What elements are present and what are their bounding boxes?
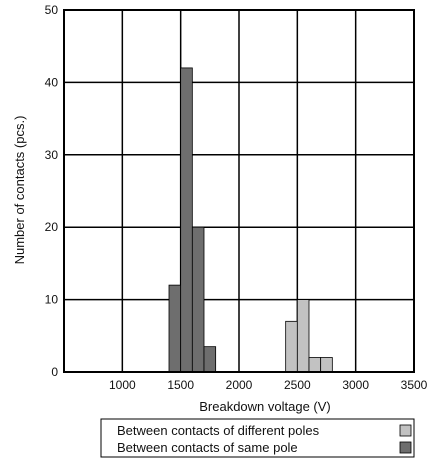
bar-series1-1550 <box>180 67 193 373</box>
legend-label-same-pole: Between contacts of same pole <box>117 440 298 455</box>
legend-box <box>100 418 415 458</box>
legend-swatch-same-pole <box>399 441 412 454</box>
y-tick-label-50: 50 <box>45 3 59 17</box>
x-tick-label-2000: 2000 <box>226 378 253 392</box>
x-tick-label-1000: 1000 <box>109 378 136 392</box>
y-tick-label-40: 40 <box>45 75 59 89</box>
y-axis-ticks: 0 10 20 30 40 50 <box>45 3 59 379</box>
bar-series1-1650 <box>191 226 205 373</box>
histogram-bars <box>168 67 333 373</box>
x-tick-label-1500: 1500 <box>167 378 194 392</box>
bar-series1-1750 <box>203 346 217 373</box>
x-tick-label-2500: 2500 <box>284 378 311 392</box>
x-axis-label: Breakdown voltage (V) <box>199 399 331 414</box>
y-tick-label-30: 30 <box>45 148 59 162</box>
bar-series0-2550 <box>296 299 310 373</box>
bar-series0-2450 <box>285 320 298 373</box>
y-tick-label-10: 10 <box>45 293 59 307</box>
bar-series0-2650 <box>308 357 322 373</box>
legend: Between contacts of different poles Betw… <box>100 418 415 458</box>
legend-label-different-poles: Between contacts of different poles <box>117 423 320 438</box>
y-axis-label: Number of contacts (pcs.) <box>12 116 27 265</box>
plot-frame <box>63 9 415 373</box>
x-axis-ticks: 1000 1500 2000 2500 3000 3500 <box>109 378 428 392</box>
bar-series1-1450 <box>168 284 182 373</box>
y-tick-label-20: 20 <box>45 220 59 234</box>
bar-series0-2750 <box>320 357 333 373</box>
legend-swatch-different-poles <box>399 424 412 437</box>
x-tick-label-3000: 3000 <box>342 378 369 392</box>
grid-lines <box>64 9 415 373</box>
y-tick-label-0: 0 <box>51 365 58 379</box>
x-tick-label-3500: 3500 <box>401 378 428 392</box>
